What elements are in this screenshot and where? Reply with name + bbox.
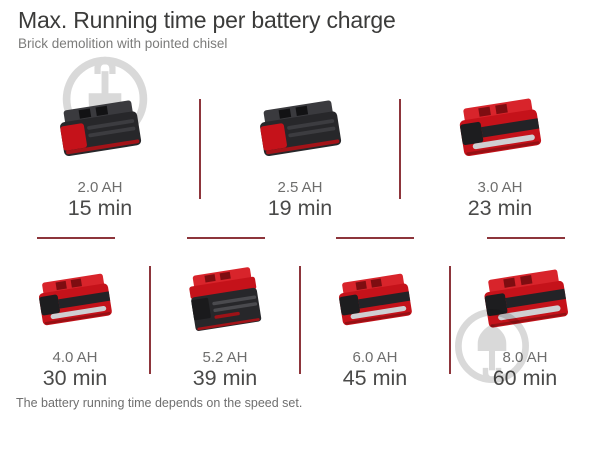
divider-vertical [149,266,151,374]
divider-horizontal [37,237,115,239]
battery-pack-8.0ah-photo [473,257,577,345]
divider-vertical [199,99,201,199]
runtime-label: 39 min [192,366,258,391]
battery-pack-3.0ah-photo [442,83,558,175]
runtime-label: 60 min [492,366,558,391]
battery-item: 8.0 AH 60 min [450,256,600,392]
page-title: Max. Running time per battery charge [18,7,396,33]
battery-pack-5.2ah-photo [173,257,277,345]
battery-row-top: 2.0 AH 15 min 2.5 AH 19 min 3.0 AH 23 min [0,74,600,222]
runtime-label: 23 min [467,196,533,221]
battery-item: 6.0 AH 45 min [300,256,450,392]
runtime-label: 45 min [342,366,408,391]
capacity-label: 3.0 AH [477,178,523,196]
capacity-label: 6.0 AH [352,348,398,366]
battery-item: 4.0 AH 30 min [0,256,150,392]
runtime-label: 19 min [267,196,333,221]
divider-vertical [299,266,301,374]
divider-horizontal [487,237,565,239]
runtime-label: 15 min [67,196,133,221]
battery-pack-4.0ah-photo [23,257,127,345]
runtime-label: 30 min [42,366,108,391]
battery-item: 2.0 AH 15 min [0,74,200,222]
battery-item: 2.5 AH 19 min [200,74,400,222]
battery-item: 5.2 AH 39 min [150,256,300,392]
divider-horizontal [187,237,265,239]
battery-pack-2.5ah-photo [242,83,358,175]
divider-vertical [449,266,451,374]
capacity-label: 8.0 AH [502,348,548,366]
battery-pack-6.0ah-photo [323,257,427,345]
capacity-label: 2.5 AH [277,178,323,196]
header: Max. Running time per battery charge Bri… [18,7,396,51]
battery-pack-2.0ah-photo [42,83,158,175]
battery-item: 3.0 AH 23 min [400,74,600,222]
divider-horizontal [336,237,414,239]
capacity-label: 4.0 AH [52,348,98,366]
page-subtitle: Brick demolition with pointed chisel [18,35,228,51]
divider-vertical [399,99,401,199]
capacity-label: 5.2 AH [202,348,248,366]
capacity-label: 2.0 AH [77,178,123,196]
footnote: The battery running time depends on the … [16,396,303,410]
